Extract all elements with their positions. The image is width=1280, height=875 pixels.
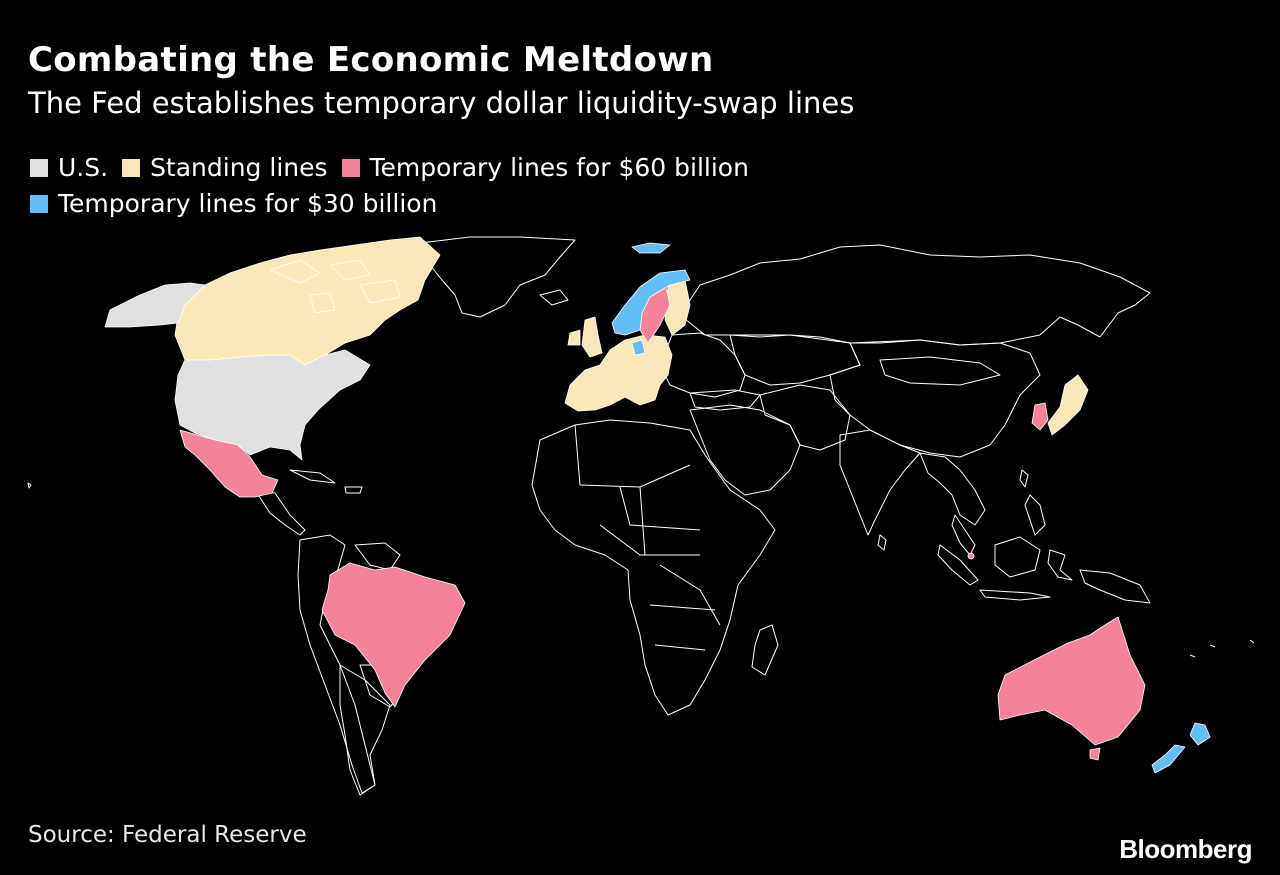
singapore — [967, 552, 975, 560]
hawaii — [27, 482, 32, 489]
legend-item-standing: Standing lines — [122, 150, 328, 186]
guianas — [354, 542, 401, 571]
world-map — [27, 236, 1255, 796]
bloomberg-logo: Bloomberg — [1119, 834, 1252, 864]
source-note: Source: Federal Reserve — [28, 822, 307, 848]
legend-swatch-standing — [122, 159, 141, 177]
russia — [679, 244, 1151, 346]
legend-label-us: U.S. — [58, 153, 109, 182]
legend: U.S. Standing lines Temporary lines for … — [30, 150, 763, 222]
region-standing — [174, 236, 1089, 436]
philippines — [1024, 494, 1046, 536]
region-60-billion — [179, 282, 1146, 761]
legend-swatch-60-billion — [341, 159, 360, 177]
chart-title: Combating the Economic Meltdown — [28, 40, 714, 80]
mexico — [179, 429, 279, 498]
legend-item-30-billion: Temporary lines for $30 billion — [30, 186, 437, 222]
svalbard — [631, 242, 671, 254]
cuba — [289, 469, 336, 484]
contiguous-us — [174, 349, 371, 461]
canada — [174, 236, 441, 366]
legend-swatch-us — [30, 159, 48, 177]
middle-east — [689, 404, 801, 496]
south-america-south — [339, 664, 391, 796]
iceland — [539, 289, 569, 306]
legend-item-us: U.S. — [30, 150, 108, 186]
norway — [611, 269, 691, 336]
iran-pakistan — [759, 384, 851, 451]
canada-islands — [269, 259, 401, 314]
region-30-billion — [611, 242, 1211, 774]
legend-label-standing: Standing lines — [150, 153, 328, 182]
ireland — [567, 329, 581, 346]
central-asia — [729, 334, 861, 386]
legend-swatch-30-billion — [30, 195, 48, 213]
eastern-europe — [659, 332, 746, 398]
java — [979, 589, 1051, 601]
central-america — [254, 489, 306, 536]
brazil — [321, 562, 466, 708]
united-kingdom — [581, 316, 603, 358]
denmark — [631, 339, 646, 356]
sri-lanka — [877, 534, 887, 551]
africa — [531, 419, 776, 716]
tasmania — [1089, 747, 1101, 761]
greenland — [419, 236, 576, 318]
madagascar — [751, 624, 779, 676]
taiwan — [1019, 469, 1029, 488]
new-guinea — [1079, 569, 1151, 604]
alaska — [104, 282, 206, 328]
new-zealand — [1151, 722, 1211, 774]
chart-subtitle: The Fed establishes temporary dollar liq… — [28, 86, 855, 120]
euro-area — [564, 334, 673, 412]
turkey — [689, 389, 761, 411]
south-korea — [1031, 402, 1049, 431]
legend-label-30-billion: Temporary lines for $30 billion — [58, 189, 438, 218]
borneo — [994, 536, 1041, 578]
southeast-asia — [919, 452, 986, 526]
legend-item-60-billion: Temporary lines for $60 billion — [341, 150, 749, 186]
sulawesi — [1047, 549, 1073, 581]
india — [839, 429, 921, 536]
pacific-islands — [1189, 639, 1255, 658]
sumatra — [937, 544, 979, 586]
other-countries — [27, 236, 1255, 796]
australia — [997, 616, 1146, 746]
region-us — [104, 282, 371, 461]
africa-borders — [574, 424, 721, 651]
mongolia-border — [879, 356, 1001, 386]
legend-label-60-billion: Temporary lines for $60 billion — [369, 153, 749, 182]
malay-peninsula — [951, 514, 976, 556]
hispaniola — [344, 486, 363, 494]
japan — [1047, 374, 1089, 436]
